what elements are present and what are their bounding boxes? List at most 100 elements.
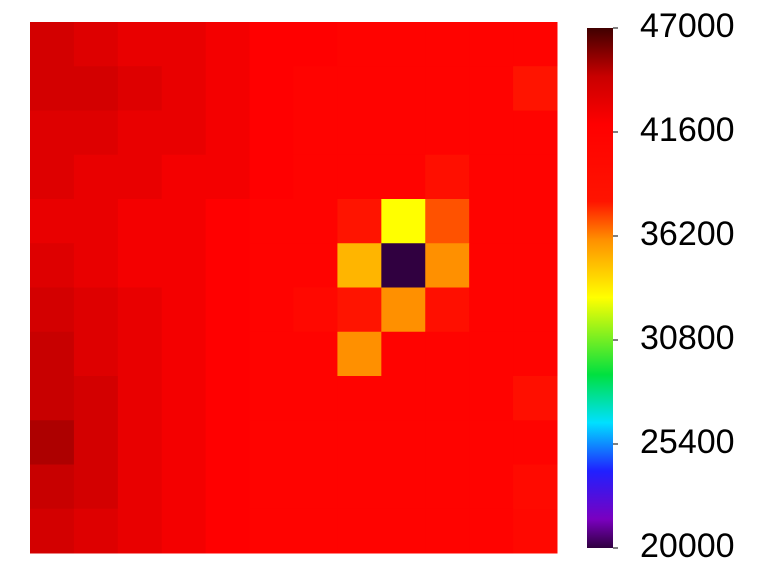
heat-cell [469, 66, 514, 111]
heat-cell [337, 464, 382, 510]
heat-cell [249, 331, 294, 377]
heat-cell [73, 199, 119, 244]
heat-cell [117, 508, 163, 554]
colorbar [587, 28, 613, 548]
heat-cell [425, 464, 470, 510]
heat-cell [30, 287, 75, 333]
heat-cell [205, 22, 251, 67]
heat-cell [469, 154, 514, 200]
heat-cell [30, 154, 75, 200]
heat-cell [205, 508, 251, 554]
heat-cell [381, 154, 426, 200]
heat-cell [293, 243, 338, 288]
heat-cell [117, 420, 163, 465]
heat-cell [117, 287, 163, 333]
heat-cell [73, 464, 119, 510]
heat-cell [30, 420, 75, 465]
heat-cell [30, 464, 75, 510]
heat-cell [381, 199, 426, 244]
heat-cell [205, 199, 251, 244]
heat-cell [293, 154, 338, 200]
heat-cell [161, 243, 207, 288]
heat-cell [381, 287, 426, 333]
heat-cell [337, 154, 382, 200]
heat-cell [381, 508, 426, 554]
heat-cell [381, 22, 426, 67]
heat-cell [161, 464, 207, 510]
heat-cell [30, 199, 75, 244]
heat-cell [30, 110, 75, 156]
heat-cell [381, 376, 426, 421]
heat-cell [249, 199, 294, 244]
heat-cell [249, 66, 294, 111]
heat-cell [117, 154, 163, 200]
heat-cell [425, 420, 470, 465]
heat-cell [337, 243, 382, 288]
heat-cell [425, 110, 470, 156]
heat-cell [73, 376, 119, 421]
heat-cell [513, 508, 558, 554]
heat-cell [469, 110, 514, 156]
heat-cell [381, 420, 426, 465]
heat-cell [161, 376, 207, 421]
heat-cell [513, 331, 558, 377]
heat-cell [337, 508, 382, 554]
heat-cell [337, 199, 382, 244]
heat-cell [205, 420, 251, 465]
heat-cell [30, 66, 75, 111]
heat-cell [513, 66, 558, 111]
colorbar-tick-label: 25400 [640, 423, 735, 461]
heat-cell [293, 508, 338, 554]
colorbar-tick-label: 20000 [640, 527, 735, 565]
heat-cell [161, 199, 207, 244]
heat-cell [293, 199, 338, 244]
heat-cell [249, 22, 294, 67]
heat-cell [293, 464, 338, 510]
heat-cell [293, 110, 338, 156]
heat-cell [30, 243, 75, 288]
heat-cell [73, 243, 119, 288]
colorbar-tick-label: 30800 [640, 319, 735, 357]
heat-cell [73, 110, 119, 156]
heat-cell [513, 287, 558, 333]
heat-cell [205, 331, 251, 377]
heat-cell [73, 287, 119, 333]
heat-cell [513, 243, 558, 288]
heatmap [30, 22, 558, 554]
heat-cell [381, 464, 426, 510]
heat-cell [293, 376, 338, 421]
heat-cell [117, 376, 163, 421]
heat-cell [425, 376, 470, 421]
heat-cell [381, 66, 426, 111]
heat-cell [337, 331, 382, 377]
heat-cell [117, 66, 163, 111]
heat-cell [161, 154, 207, 200]
heat-cell [117, 331, 163, 377]
heat-cell [293, 420, 338, 465]
heat-cell [161, 420, 207, 465]
heat-cell [30, 331, 75, 377]
heat-cell [425, 154, 470, 200]
heat-cell [425, 508, 470, 554]
heat-cell [73, 331, 119, 377]
heat-cell [30, 22, 75, 67]
heat-cell [513, 464, 558, 510]
heat-cell [205, 66, 251, 111]
heat-cell [249, 464, 294, 510]
heat-cell [161, 22, 207, 67]
heat-cell [161, 287, 207, 333]
heat-cell [161, 508, 207, 554]
heat-cell [73, 66, 119, 111]
heat-cell [249, 243, 294, 288]
heat-cell [249, 376, 294, 421]
heat-cell [425, 66, 470, 111]
heat-cell [293, 22, 338, 67]
heat-cell [425, 287, 470, 333]
heat-cell [249, 287, 294, 333]
heat-cell [469, 199, 514, 244]
heat-cell [469, 464, 514, 510]
heat-cell [513, 420, 558, 465]
heat-cell [30, 508, 75, 554]
heat-cell [293, 66, 338, 111]
